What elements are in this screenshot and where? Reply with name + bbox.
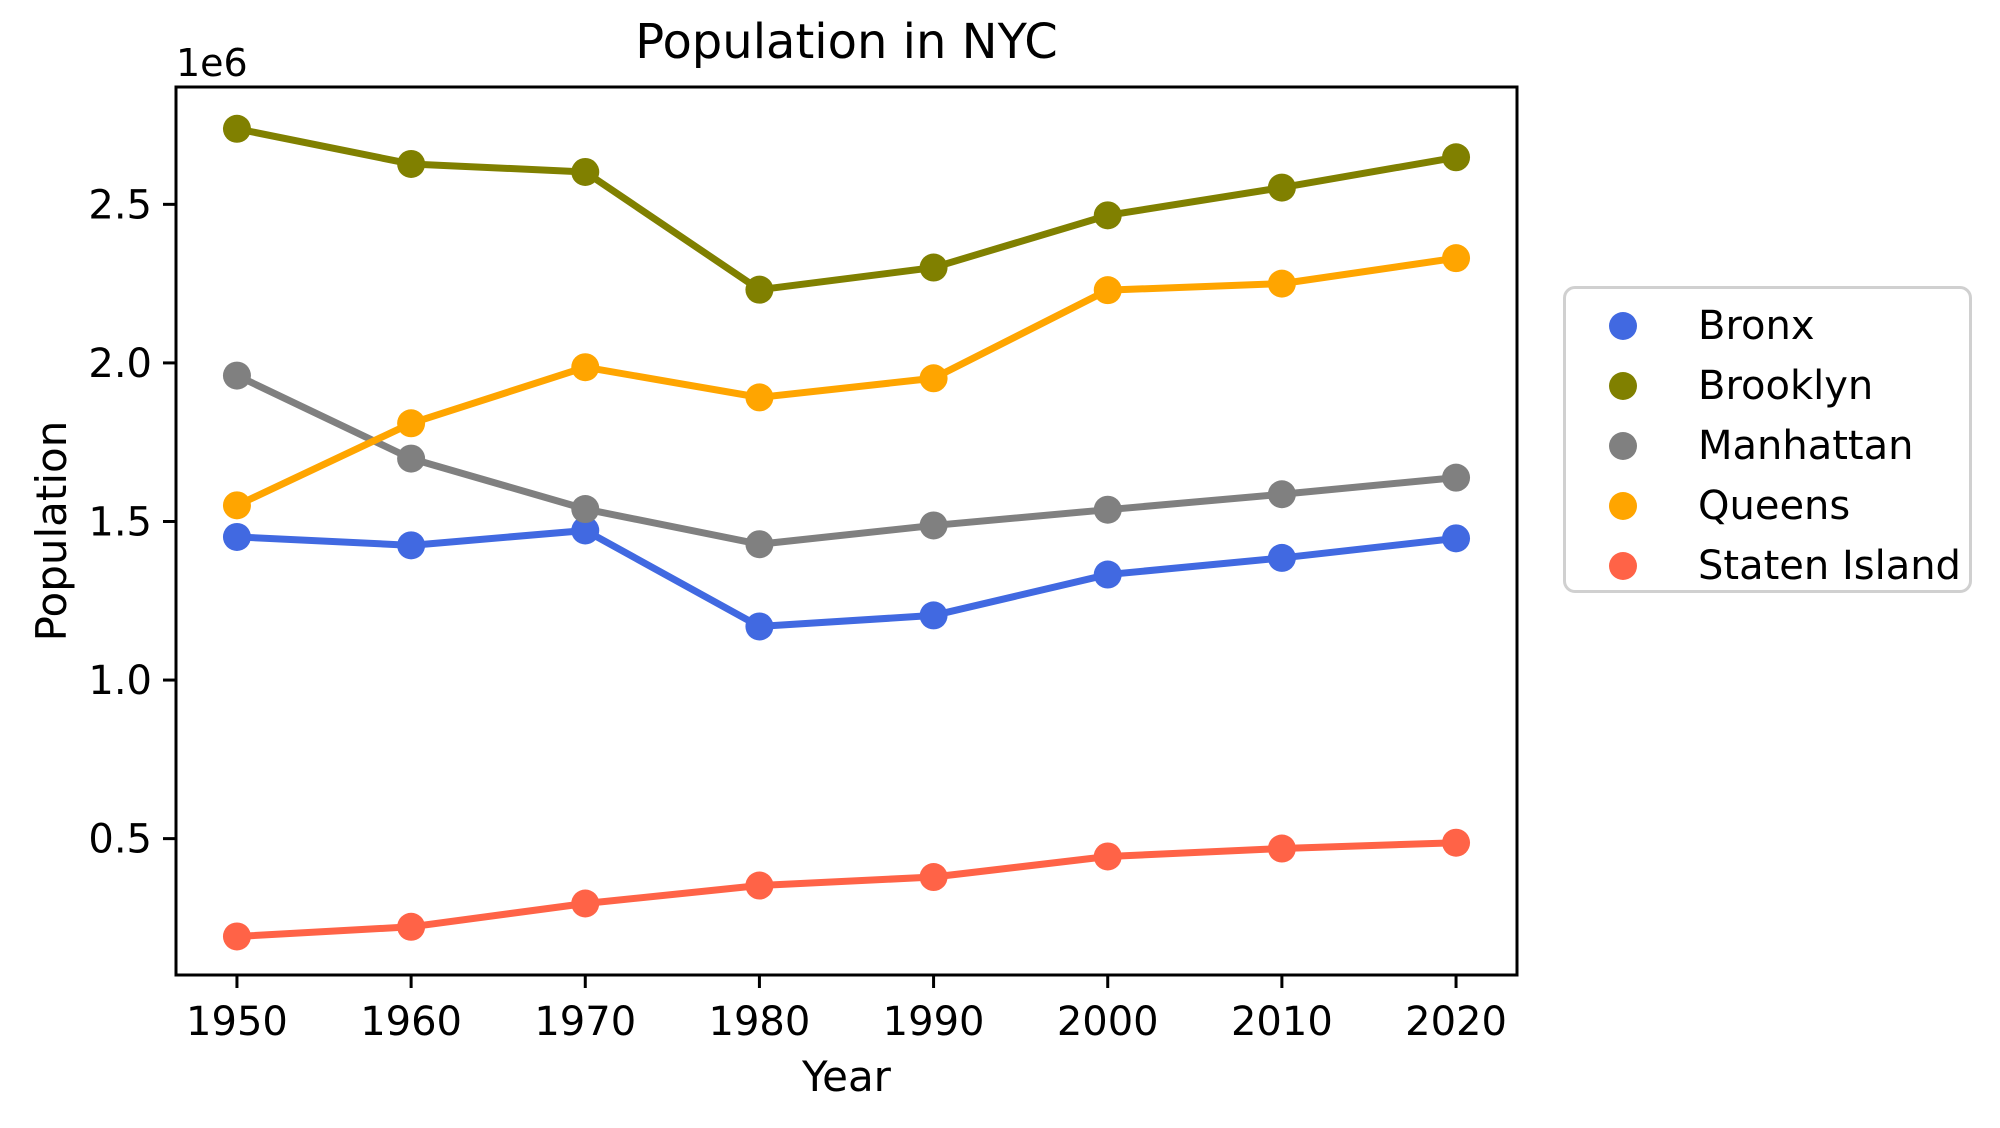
series-line-manhattan	[233, 372, 1460, 548]
series-line-brooklyn	[233, 125, 1460, 294]
x-tick-label: 1950	[186, 999, 288, 1045]
data-point-staten-island-2010	[1267, 834, 1296, 863]
series-line-bronx	[233, 526, 1460, 630]
data-point-brooklyn-1960	[397, 149, 426, 178]
x-tick-label: 1980	[709, 999, 811, 1045]
data-point-manhattan-1990	[919, 511, 948, 540]
data-point-manhattan-1960	[397, 444, 426, 473]
x-tick-label: 2020	[1405, 999, 1507, 1045]
axes-frame	[174, 85, 1519, 977]
data-point-queens-1980	[745, 383, 774, 412]
y-tick-label: 0.5	[88, 817, 152, 863]
y-axis-offset-label: 1e6	[176, 41, 248, 85]
legend-label-staten-island: Staten Island	[1698, 543, 1961, 589]
data-point-queens-2020	[1442, 244, 1471, 273]
data-point-manhattan-2000	[1093, 495, 1122, 524]
data-point-bronx-1980	[745, 612, 774, 641]
data-point-bronx-1990	[919, 601, 948, 630]
data-point-bronx-2010	[1267, 543, 1296, 572]
chart-title: Population in NYC	[635, 14, 1058, 70]
data-point-staten-island-2020	[1442, 828, 1471, 857]
series-line-queens	[233, 254, 1460, 509]
legend-marker-queens	[1609, 492, 1637, 520]
data-point-queens-1990	[919, 364, 948, 393]
data-point-staten-island-1960	[397, 912, 426, 941]
data-point-brooklyn-1950	[222, 114, 251, 143]
legend-marker-brooklyn	[1609, 372, 1637, 400]
legend-item-queens: Queens	[1566, 476, 1969, 536]
legend-label-bronx: Bronx	[1698, 303, 1815, 349]
data-point-queens-2010	[1267, 269, 1296, 298]
x-tick-label: 1990	[883, 999, 985, 1045]
data-point-bronx-1970	[571, 516, 600, 545]
data-point-brooklyn-2010	[1267, 173, 1296, 202]
data-point-staten-island-1980	[745, 871, 774, 900]
data-point-bronx-1950	[222, 522, 251, 551]
y-tick-label: 1.0	[88, 658, 152, 704]
y-axis-label: Population	[27, 420, 76, 642]
data-point-queens-1970	[571, 353, 600, 382]
data-point-staten-island-1970	[571, 889, 600, 918]
legend-marker-staten-island	[1609, 552, 1637, 580]
data-point-brooklyn-2000	[1093, 201, 1122, 230]
x-tick-label: 2000	[1057, 999, 1159, 1045]
x-tick-label: 2010	[1231, 999, 1333, 1045]
data-point-bronx-1960	[397, 531, 426, 560]
legend-marker-manhattan	[1609, 432, 1637, 460]
data-point-manhattan-1950	[222, 361, 251, 390]
data-point-manhattan-2020	[1442, 463, 1471, 492]
data-point-brooklyn-2020	[1442, 143, 1471, 172]
series-line-staten-island	[233, 839, 1460, 940]
legend-item-bronx: Bronx	[1566, 296, 1969, 356]
legend: Bronx Brooklyn Manhattan Queens Staten Islan…	[1563, 286, 1972, 593]
y-tick-label: 2.0	[88, 341, 152, 387]
legend-label-manhattan: Manhattan	[1698, 423, 1914, 469]
y-tick-label: 1.5	[88, 499, 152, 545]
x-tick-label: 1970	[534, 999, 636, 1045]
data-point-staten-island-1950	[222, 922, 251, 951]
data-point-staten-island-2000	[1093, 842, 1122, 871]
legend-item-staten-island: Staten Island	[1566, 536, 1969, 596]
legend-label-brooklyn: Brooklyn	[1698, 363, 1874, 409]
data-point-brooklyn-1970	[571, 157, 600, 186]
x-tick-label: 1960	[360, 999, 462, 1045]
legend-label-queens: Queens	[1698, 483, 1851, 529]
data-point-staten-island-1990	[919, 863, 948, 892]
data-point-brooklyn-1990	[919, 253, 948, 282]
data-point-manhattan-1970	[571, 495, 600, 524]
legend-marker-bronx	[1609, 312, 1637, 340]
y-tick-label: 2.5	[88, 182, 152, 228]
legend-item-brooklyn: Brooklyn	[1566, 356, 1969, 416]
data-point-bronx-2020	[1442, 524, 1471, 553]
data-point-queens-2000	[1093, 276, 1122, 305]
data-point-brooklyn-1980	[745, 275, 774, 304]
x-axis-label: Year	[802, 1052, 891, 1101]
data-point-bronx-2000	[1093, 560, 1122, 589]
legend-item-manhattan: Manhattan	[1566, 416, 1969, 476]
data-point-queens-1950	[222, 491, 251, 520]
data-point-manhattan-2010	[1267, 480, 1296, 509]
data-point-manhattan-1980	[745, 530, 774, 559]
data-point-queens-1960	[397, 409, 426, 438]
